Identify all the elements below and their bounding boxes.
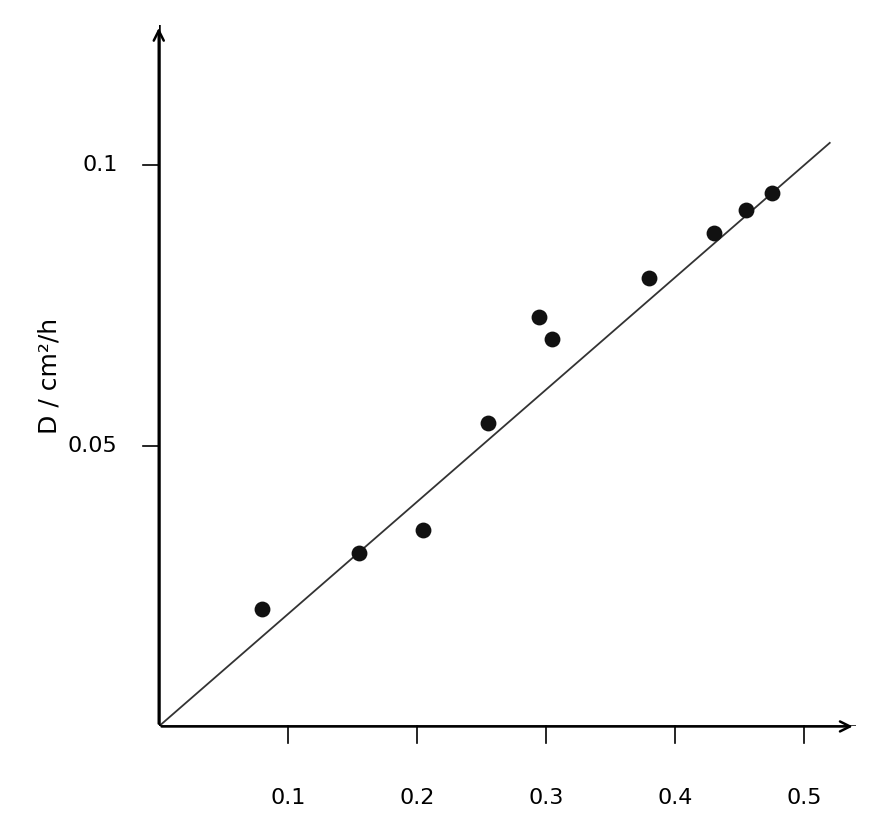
Point bbox=[706, 226, 721, 240]
Text: 0.1: 0.1 bbox=[270, 788, 305, 808]
Point bbox=[739, 204, 753, 217]
Point bbox=[642, 271, 656, 284]
Text: 0.3: 0.3 bbox=[528, 788, 564, 808]
Point bbox=[352, 546, 366, 559]
Point bbox=[533, 310, 547, 323]
Text: D / cm²/h: D / cm²/h bbox=[37, 317, 61, 434]
Text: 0.1: 0.1 bbox=[82, 155, 117, 175]
Text: 0.2: 0.2 bbox=[400, 788, 435, 808]
Text: 0.5: 0.5 bbox=[786, 788, 822, 808]
Point bbox=[545, 332, 559, 346]
Point bbox=[481, 417, 495, 430]
Point bbox=[255, 602, 269, 615]
Point bbox=[765, 187, 779, 200]
Text: 0.05: 0.05 bbox=[68, 436, 117, 456]
Point bbox=[416, 524, 430, 537]
Text: 0.4: 0.4 bbox=[657, 788, 692, 808]
